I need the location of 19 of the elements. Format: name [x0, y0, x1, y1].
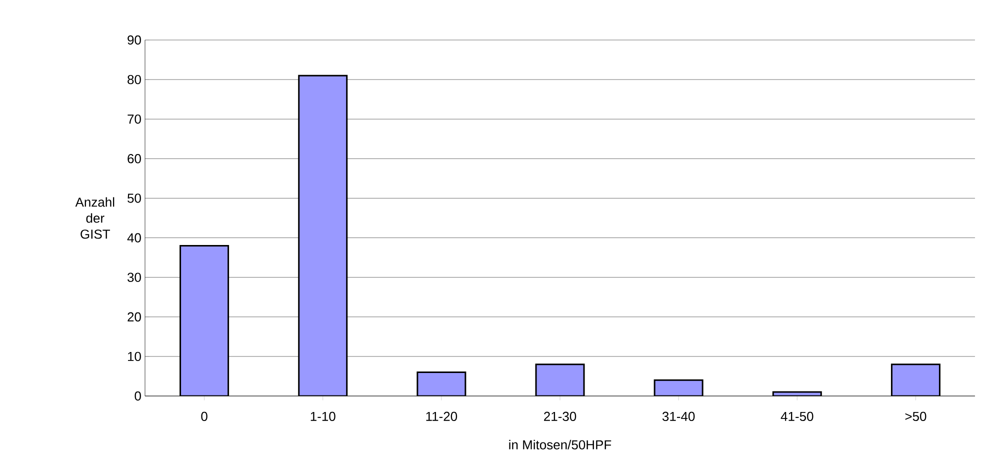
x-tick-label: >50: [905, 412, 926, 422]
y-tick-label: 90: [128, 35, 141, 45]
y-tick-label: 30: [128, 272, 141, 282]
x-tick-label: 41-50: [780, 412, 814, 422]
y-tick-label: 20: [128, 312, 141, 322]
x-tick-label: 31-40: [662, 412, 695, 422]
x-axis-title: in Mitosen/50HPF: [509, 440, 612, 450]
x-tick-label: 1-10: [310, 412, 336, 422]
y-tick-label: 50: [128, 194, 141, 203]
y-tick-label: 80: [128, 74, 141, 84]
x-tick-label: 11-20: [426, 412, 458, 422]
y-tick-label: 70: [128, 114, 141, 124]
y-tick-label: 10: [128, 352, 141, 362]
y-tick-label: 0: [134, 391, 141, 401]
y-tick-label: 40: [127, 233, 141, 242]
y-tick-label: 60: [128, 154, 141, 164]
x-tick-label: 21-30: [544, 412, 576, 422]
y-axis-title: Anzahl der GIST: [75, 197, 114, 239]
x-tick-label: 0: [201, 412, 208, 422]
